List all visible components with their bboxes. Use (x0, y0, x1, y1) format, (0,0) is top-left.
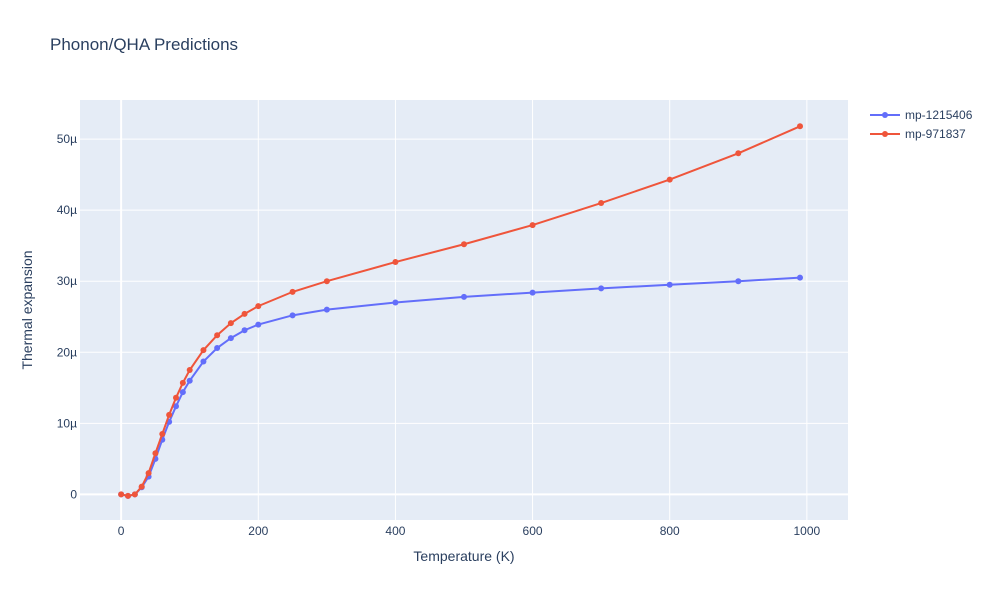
data-point[interactable] (797, 274, 803, 281)
data-point[interactable] (323, 306, 330, 313)
y-tick-label: 30µ (57, 274, 77, 288)
data-point[interactable] (598, 200, 605, 207)
legend: mp-1215406 mp-971837 (870, 108, 973, 141)
x-tick-label: 800 (660, 524, 680, 538)
data-point[interactable] (125, 492, 131, 499)
y-tick-label: 0 (70, 487, 77, 501)
data-point[interactable] (289, 288, 296, 295)
x-tick-label: 0 (118, 524, 125, 538)
data-point[interactable] (255, 321, 262, 328)
legend-item-mp-1215406[interactable]: mp-1215406 (870, 108, 973, 122)
series-layer (118, 123, 803, 499)
data-point[interactable] (241, 327, 248, 334)
data-point[interactable] (227, 320, 234, 327)
data-point[interactable] (145, 470, 152, 477)
data-point[interactable] (173, 394, 179, 401)
data-point[interactable] (255, 303, 262, 310)
data-point[interactable] (797, 123, 803, 130)
legend-marker-mp-1215406 (882, 112, 888, 118)
y-tick-labels: 0 10µ 20µ 30µ 40µ 50µ (57, 132, 78, 501)
legend-item-mp-971837[interactable]: mp-971837 (870, 127, 966, 141)
y-axis-title: Thermal expansion (19, 250, 35, 369)
data-point[interactable] (392, 259, 399, 266)
x-tick-label: 200 (248, 524, 268, 538)
data-point[interactable] (200, 358, 207, 365)
data-point[interactable] (241, 310, 248, 317)
y-tick-label: 10µ (57, 416, 77, 430)
data-point[interactable] (214, 332, 221, 339)
data-point[interactable] (529, 289, 536, 296)
data-point[interactable] (461, 293, 467, 300)
x-tick-label: 1000 (794, 524, 821, 538)
y-tick-label: 40µ (57, 203, 77, 217)
series-mp-971837 (118, 123, 803, 499)
data-point[interactable] (173, 403, 179, 410)
x-tick-labels: 0 200 400 600 800 1000 (118, 524, 821, 538)
legend-label-mp-1215406: mp-1215406 (905, 108, 973, 122)
data-point[interactable] (138, 483, 145, 490)
data-point[interactable] (735, 278, 742, 285)
data-point[interactable] (289, 312, 296, 319)
y-tick-label: 50µ (57, 132, 77, 146)
x-tick-label: 600 (523, 524, 543, 538)
data-point[interactable] (666, 176, 673, 183)
x-tick-label: 400 (385, 524, 405, 538)
data-point[interactable] (461, 241, 467, 248)
data-point[interactable] (214, 345, 221, 352)
data-point[interactable] (159, 431, 166, 438)
data-point[interactable] (186, 377, 193, 384)
data-point[interactable] (598, 285, 605, 292)
data-point[interactable] (179, 389, 186, 396)
chart-title: Phonon/QHA Predictions (50, 35, 238, 54)
data-point[interactable] (152, 450, 159, 457)
plot-area (80, 100, 848, 520)
data-point[interactable] (529, 222, 536, 229)
data-point[interactable] (166, 411, 173, 418)
data-point[interactable] (666, 281, 673, 288)
data-point[interactable] (186, 367, 193, 374)
data-point[interactable] (227, 335, 234, 342)
legend-marker-mp-971837 (882, 131, 888, 137)
data-point[interactable] (131, 491, 138, 498)
data-point[interactable] (323, 278, 330, 285)
legend-label-mp-971837: mp-971837 (905, 127, 966, 141)
data-point[interactable] (118, 491, 125, 498)
x-axis-title: Temperature (K) (413, 548, 514, 564)
data-point[interactable] (735, 150, 742, 157)
data-point[interactable] (179, 379, 186, 386)
data-point[interactable] (200, 347, 207, 354)
y-tick-label: 20µ (57, 345, 77, 359)
data-point[interactable] (392, 299, 399, 306)
